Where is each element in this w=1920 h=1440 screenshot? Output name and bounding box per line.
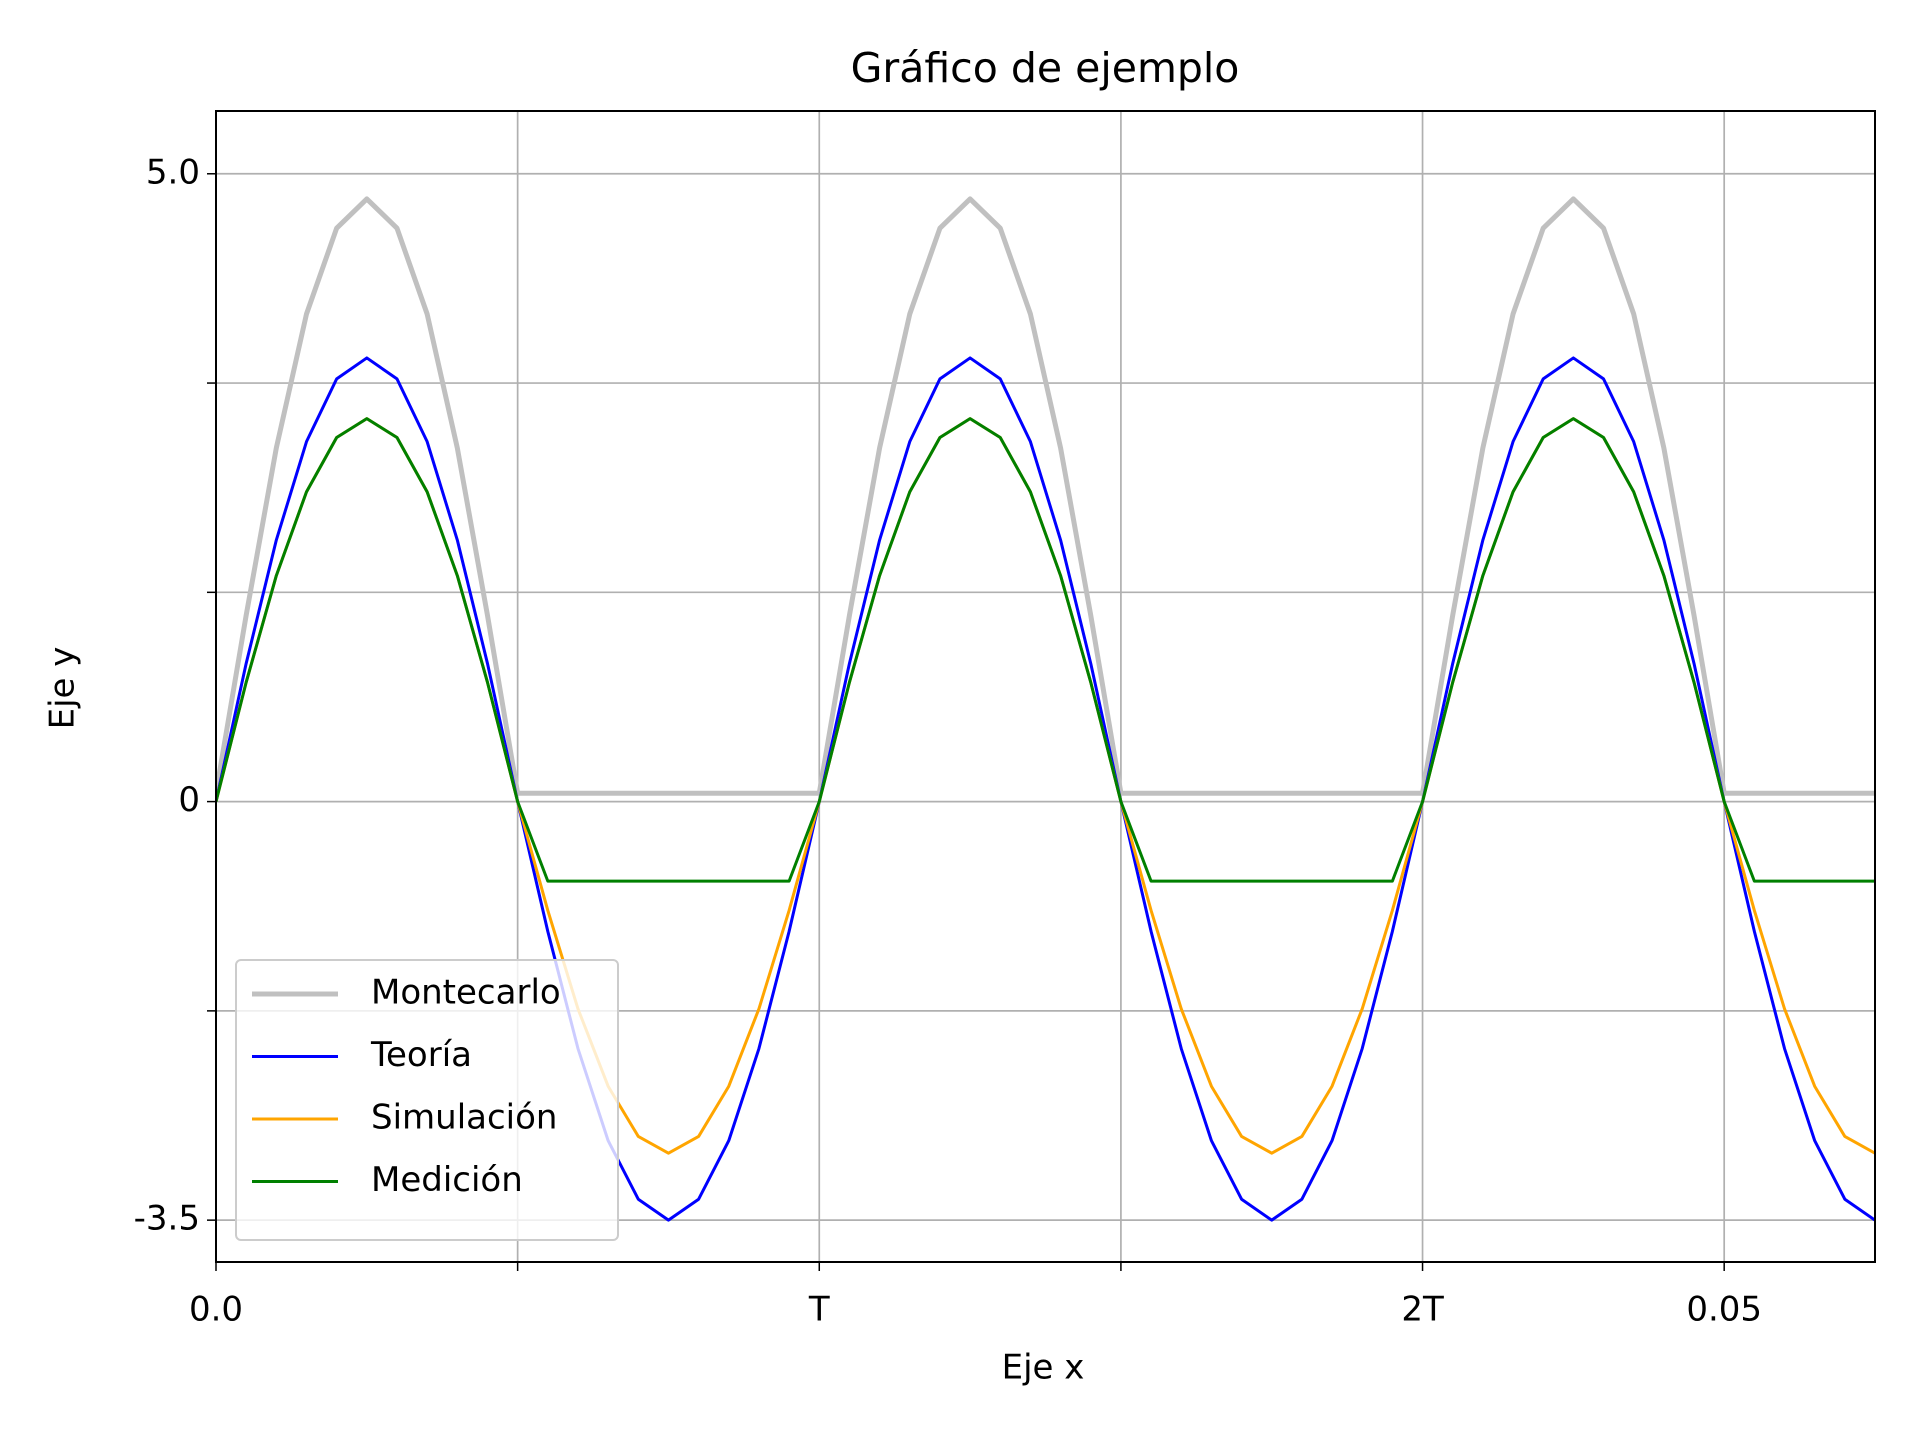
line: [216, 196, 1875, 796]
x-tick-label: 0.05: [1686, 1290, 1762, 1330]
legend-label: Teoría: [370, 1035, 472, 1075]
axes-frame: [215, 110, 1876, 1263]
legend-label: Medición: [371, 1160, 523, 1200]
legend-label: Simulación: [371, 1098, 557, 1138]
y-tick-label: 0: [178, 780, 200, 820]
x-tick-label: 0.0: [189, 1290, 243, 1330]
x-axis-label: Eje x: [1002, 1348, 1085, 1388]
line: [216, 417, 1875, 883]
x-tick-label: T: [808, 1290, 830, 1330]
y-tick-label: 5.0: [146, 152, 200, 192]
y-tick-label: -3.5: [134, 1199, 200, 1239]
legend-box: [235, 959, 619, 1241]
y-axis-label: Eje y: [43, 647, 83, 730]
x-tick-label: 2T: [1401, 1290, 1444, 1330]
line: [216, 356, 1875, 1222]
legend-label: Montecarlo: [371, 973, 561, 1013]
chart-title: Gráfico de ejemplo: [851, 44, 1240, 92]
